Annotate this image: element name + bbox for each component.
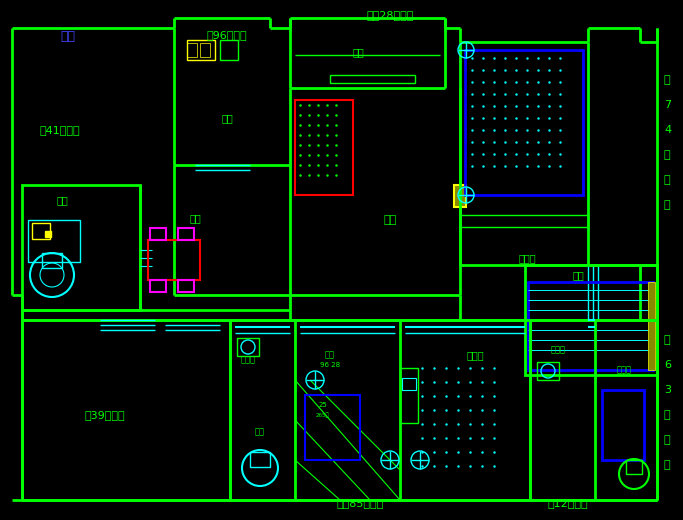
- Bar: [32, 223, 50, 239]
- Text: 坎96四泄生: 坎96四泄生: [207, 30, 247, 40]
- Text: 延: 延: [664, 175, 671, 185]
- Text: 25: 25: [319, 402, 327, 408]
- Text: 离12三天死: 离12三天死: [548, 498, 588, 508]
- Text: 洗手间: 洗手间: [550, 345, 566, 355]
- Bar: [178, 280, 194, 292]
- Text: 图五: 图五: [61, 30, 76, 43]
- Text: 末山85五五生: 末山85五五生: [336, 498, 384, 508]
- Bar: [330, 75, 415, 83]
- Text: 6: 6: [664, 360, 671, 370]
- Text: 乾41九祸死: 乾41九祸死: [40, 125, 81, 135]
- Bar: [525, 265, 657, 375]
- Text: 96 28: 96 28: [320, 362, 340, 368]
- Bar: [454, 185, 466, 207]
- Bar: [295, 100, 353, 195]
- Bar: [150, 228, 166, 240]
- Bar: [250, 452, 270, 467]
- Text: 儿子房: 儿子房: [518, 253, 535, 263]
- Text: 客房: 客房: [573, 270, 585, 280]
- Text: 主人房: 主人房: [466, 350, 484, 360]
- Text: 死: 死: [664, 200, 671, 210]
- Bar: [648, 282, 655, 370]
- Bar: [602, 390, 644, 460]
- Text: 洗手间: 洗手间: [240, 356, 255, 365]
- Text: 兑39一六煞: 兑39一六煞: [85, 410, 125, 420]
- Bar: [528, 282, 653, 370]
- Bar: [178, 228, 194, 240]
- Text: 265区: 265区: [316, 412, 330, 418]
- Bar: [187, 40, 215, 60]
- Bar: [148, 240, 200, 280]
- Bar: [400, 368, 418, 423]
- Text: 厨房: 厨房: [221, 113, 233, 123]
- Text: 伏: 伏: [664, 435, 671, 445]
- Text: 卫生间: 卫生间: [617, 366, 632, 374]
- Bar: [22, 185, 140, 310]
- Text: 旺: 旺: [664, 460, 671, 470]
- Text: 厕所: 厕所: [255, 427, 265, 436]
- Bar: [626, 460, 642, 474]
- Bar: [237, 338, 259, 356]
- Bar: [187, 43, 197, 57]
- Text: 餐厅: 餐厅: [189, 213, 201, 223]
- Text: 7: 7: [664, 100, 671, 110]
- Text: 六: 六: [664, 150, 671, 160]
- Bar: [42, 253, 62, 268]
- Bar: [150, 280, 166, 292]
- Bar: [200, 43, 210, 57]
- Bar: [220, 40, 238, 60]
- Bar: [460, 215, 588, 227]
- Text: 阳台: 阳台: [352, 47, 364, 57]
- Bar: [402, 378, 416, 390]
- Text: 丑向28二绝煞: 丑向28二绝煞: [366, 10, 414, 20]
- Text: 4: 4: [664, 125, 671, 135]
- Text: 震: 震: [664, 75, 671, 85]
- Bar: [28, 220, 80, 262]
- Text: 客厅: 客厅: [383, 215, 397, 225]
- Bar: [537, 362, 559, 380]
- Text: 巽: 巽: [664, 335, 671, 345]
- Bar: [305, 395, 360, 460]
- Text: 七: 七: [664, 410, 671, 420]
- Text: 书房: 书房: [56, 195, 68, 205]
- Text: 3: 3: [664, 385, 671, 395]
- Text: 家庭: 家庭: [325, 350, 335, 359]
- Bar: [465, 50, 583, 195]
